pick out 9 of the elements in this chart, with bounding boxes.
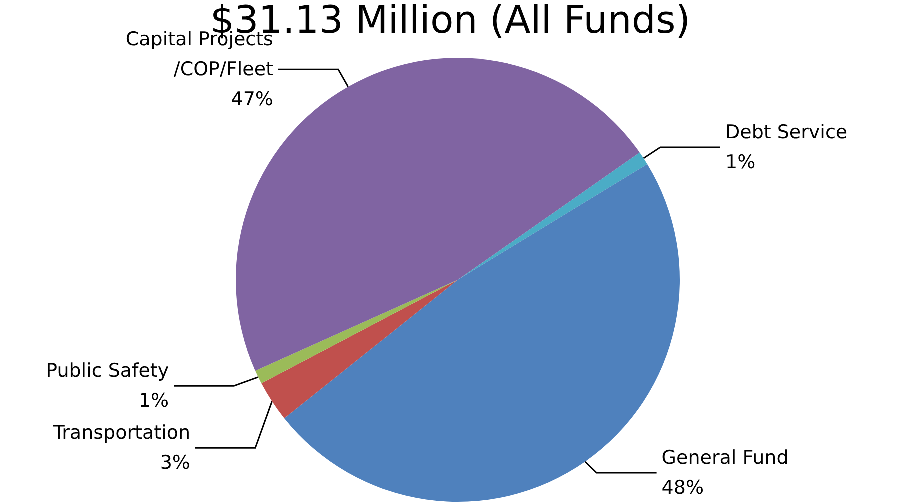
data-label: 47% <box>231 88 274 111</box>
data-label: 1% <box>138 390 170 412</box>
data-label: 3% <box>160 452 191 474</box>
slice-label: General Fund <box>662 447 789 469</box>
data-label: 1% <box>725 151 756 174</box>
slice-label: Debt Service <box>725 121 848 144</box>
data-label: 48% <box>662 477 704 499</box>
slice-label: Public Safety <box>46 360 170 382</box>
slice-label: Transportation <box>52 422 191 444</box>
